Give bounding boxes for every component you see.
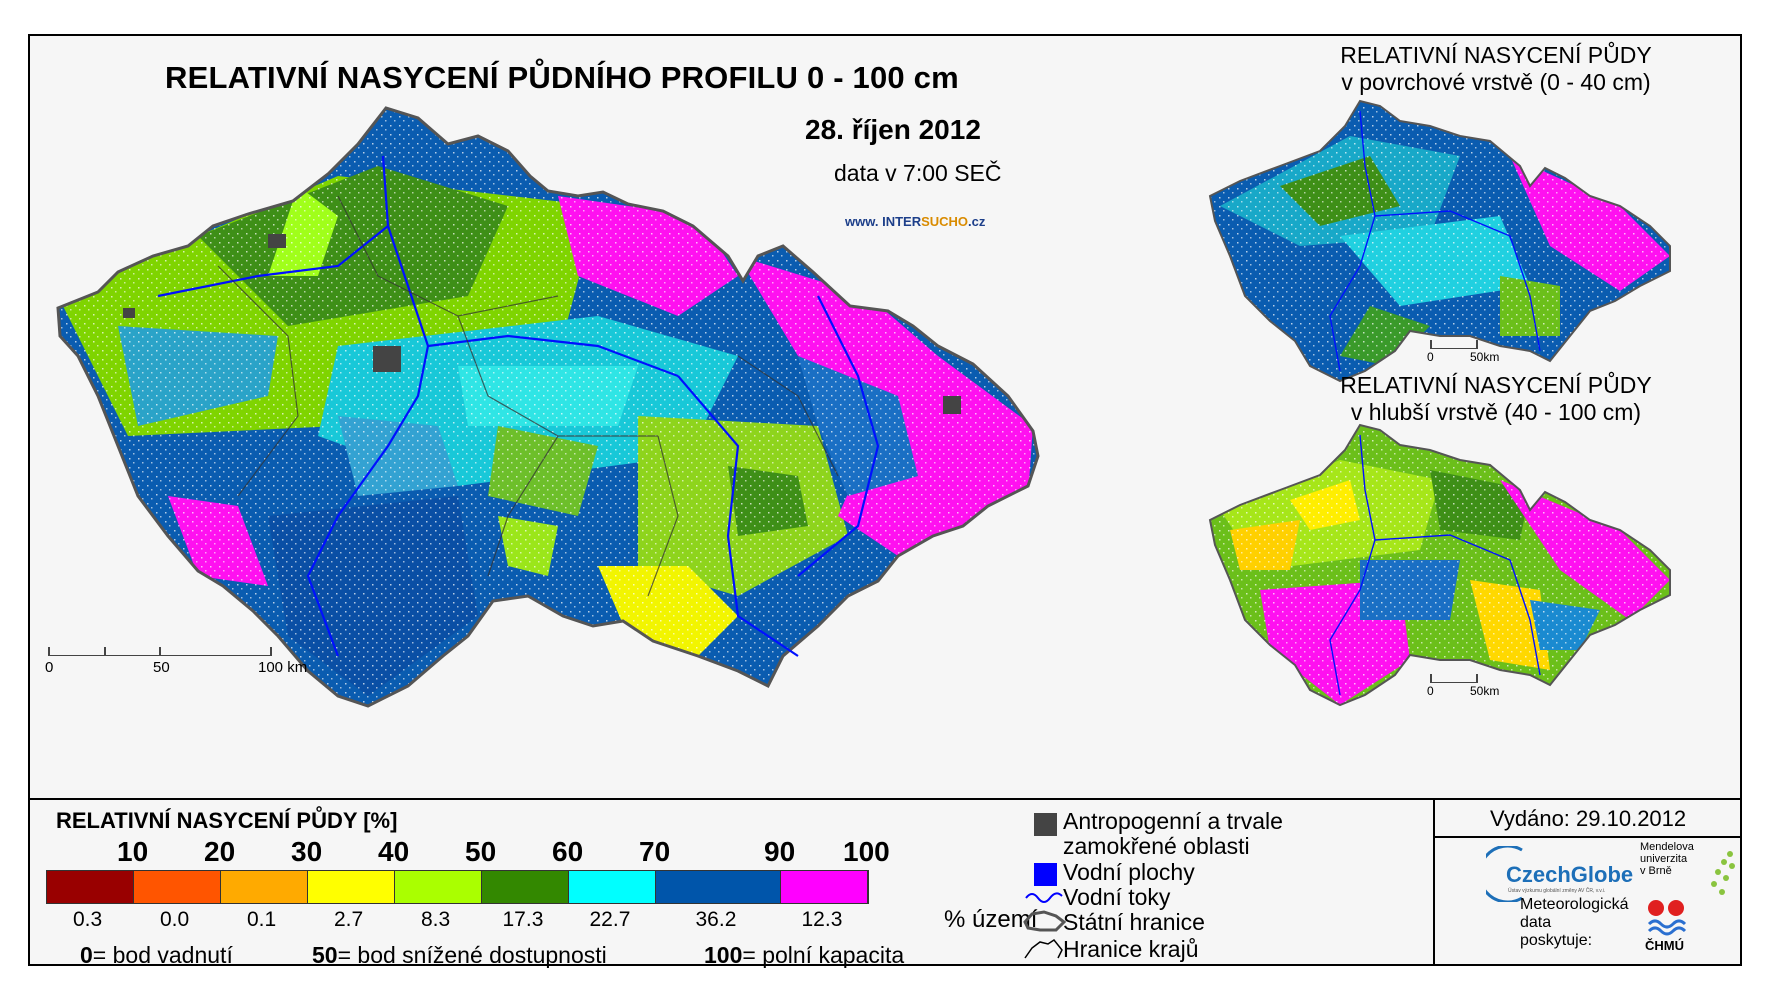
main-map-date: 28. říjen 2012 xyxy=(805,114,981,145)
legend-rivers: Vodní toky xyxy=(1063,884,1171,910)
inset-deep-title: RELATIVNÍ NASYCENÍ PŮDY v hlubší vrstvě … xyxy=(1276,372,1716,426)
issued-date: Vydáno: 29.10.2012 xyxy=(1490,806,1687,831)
issued-divider xyxy=(1433,798,1435,964)
legend-anthropogenic-1: Antropogenní a trvale xyxy=(1063,808,1283,834)
mendel-line-2: univerzita xyxy=(1640,853,1688,865)
footnote-0-text: = bod vadnutí xyxy=(92,942,233,968)
legend-class-swatch xyxy=(134,871,221,903)
legend-class-swatch xyxy=(569,871,656,903)
water-body-symbol xyxy=(1034,863,1057,886)
meteo-line-1: Meteorologická xyxy=(1520,896,1629,913)
legend-tick-label: 30 xyxy=(291,836,323,867)
legend-class-percentage: 0.1 xyxy=(247,908,277,931)
legend-class-percentage: 2.7 xyxy=(334,908,364,931)
legend-tick-label: 20 xyxy=(204,836,236,867)
legend-divider xyxy=(30,798,1740,800)
inset-surface-scale-0: 0 xyxy=(1427,350,1434,364)
meteo-line-2: data xyxy=(1520,914,1552,931)
footnote-0: 0= bod vadnutí xyxy=(80,942,233,969)
state-border-symbol xyxy=(1023,910,1066,932)
chmu-logo-icon xyxy=(1647,900,1687,936)
legend-tick-label: 10 xyxy=(117,836,149,867)
inset-surface-scale-50: 50km xyxy=(1470,350,1500,364)
inset-deep-scale-50: 50km xyxy=(1470,684,1500,698)
legend-anthropogenic-2: zamokřené oblasti xyxy=(1063,833,1250,859)
legend-tick-label: 40 xyxy=(378,836,410,867)
legend-class-percentage: 17.3 xyxy=(502,908,544,931)
legend-tick-label: 100 xyxy=(843,836,890,867)
inset-surface-map xyxy=(1208,99,1671,383)
legend-class-percentage: 0.0 xyxy=(160,908,190,931)
mendel-university-logo: Mendelova univerzita v Brně xyxy=(1640,841,1694,877)
legend-class-percentage: 22.7 xyxy=(589,908,631,931)
legend-pct-unit: % území xyxy=(944,906,1038,933)
footnote-50-text: = bod snížené dostupnosti xyxy=(337,942,607,968)
legend-class-swatch xyxy=(308,871,395,903)
mendel-dots-icon xyxy=(1711,851,1735,895)
inset-deep-title-2: v hlubší vrstvě (40 - 100 cm) xyxy=(1350,399,1642,425)
legend-class-swatch xyxy=(656,871,781,903)
anthropogenic-symbol xyxy=(1034,813,1057,836)
legend-region-border: Hranice krajů xyxy=(1063,936,1199,962)
footnote-100: 100= polní kapacita xyxy=(704,942,904,969)
mendel-line-3: v Brně xyxy=(1640,865,1672,877)
region-border-symbol xyxy=(1024,938,1063,959)
legend-state-border: Státní hranice xyxy=(1063,909,1205,935)
legend-class-percentage: 36.2 xyxy=(695,908,737,931)
meteo-line-3: poskytuje: xyxy=(1520,932,1593,949)
inset-surface-title: RELATIVNÍ NASYCENÍ PŮDY v povrchové vrst… xyxy=(1276,42,1716,96)
czechglobe-arc-icon xyxy=(1486,846,1523,902)
main-map xyxy=(56,106,1040,708)
chmu-name: ČHMÚ xyxy=(1645,938,1684,953)
legend-title: RELATIVNÍ NASYCENÍ PŮDY [%] xyxy=(56,808,398,833)
legend-water-bodies: Vodní plochy xyxy=(1063,859,1195,885)
legend-tick-label: 50 xyxy=(465,836,497,867)
footnote-100-text: = polní kapacita xyxy=(742,942,905,968)
url-prefix: www. INTER xyxy=(845,214,922,229)
meteo-provider-text: Meteorologická data poskytuje: xyxy=(1520,896,1629,950)
legend-class-swatch xyxy=(221,871,308,903)
main-map-title: RELATIVNÍ NASYCENÍ PŮDNÍHO PROFILU 0 - 1… xyxy=(165,60,959,95)
legend-tick-label: 90 xyxy=(764,836,796,867)
river-symbol xyxy=(1025,892,1063,903)
legend-class-swatch xyxy=(482,871,569,903)
scale-label-100: 100 km xyxy=(258,659,308,676)
legend-class-swatch xyxy=(395,871,482,903)
inset-deep-scale-0: 0 xyxy=(1427,684,1434,698)
legend-tick-label: 70 xyxy=(639,836,671,867)
scale-label-0: 0 xyxy=(45,659,54,676)
inset-surface-title-2: v povrchové vrstvě (0 - 40 cm) xyxy=(1341,69,1651,95)
footnote-50-num: 50 xyxy=(312,942,338,968)
footnote-100-num: 100 xyxy=(704,942,743,968)
legend-class-percentage: 8.3 xyxy=(421,908,451,931)
inset-deep-title-1: RELATIVNÍ NASYCENÍ PŮDY xyxy=(1340,372,1652,398)
mendel-line-1: Mendelova xyxy=(1640,841,1694,853)
czechglobe-subtitle: Ústav výzkumu globální změny AV ČR, v.v.… xyxy=(1508,888,1606,894)
legend-class-percentage: 0.3 xyxy=(73,908,103,931)
czechglobe-name: CzechGlobe xyxy=(1506,862,1634,887)
inset-surface-title-1: RELATIVNÍ NASYCENÍ PŮDY xyxy=(1340,42,1652,68)
legend-tick-label: 60 xyxy=(552,836,584,867)
footnote-50: 50= bod snížené dostupnosti xyxy=(312,942,607,969)
url-suffix: .cz xyxy=(968,214,986,229)
legend-class-swatch xyxy=(47,871,134,903)
legend-colorbar xyxy=(46,870,869,904)
legend-class-swatch xyxy=(781,871,868,903)
intersucho-url: www. INTERSUCHO.cz xyxy=(845,214,985,229)
issued-divider-horizontal xyxy=(1433,836,1740,838)
url-mid: SUCHO xyxy=(921,214,969,229)
map-frame: RELATIVNÍ NASYCENÍ PŮDNÍHO PROFILU 0 - 1… xyxy=(28,34,1742,969)
footnote-0-num: 0 xyxy=(80,942,93,968)
legend-class-percentage: 12.3 xyxy=(801,908,843,931)
inset-deep-map xyxy=(1208,423,1671,707)
main-map-data-time: data v 7:00 SEČ xyxy=(834,160,1002,186)
scale-label-50: 50 xyxy=(153,659,170,676)
legend-anthropogenic: Antropogenní a trvale zamokřené oblasti xyxy=(1063,809,1283,859)
